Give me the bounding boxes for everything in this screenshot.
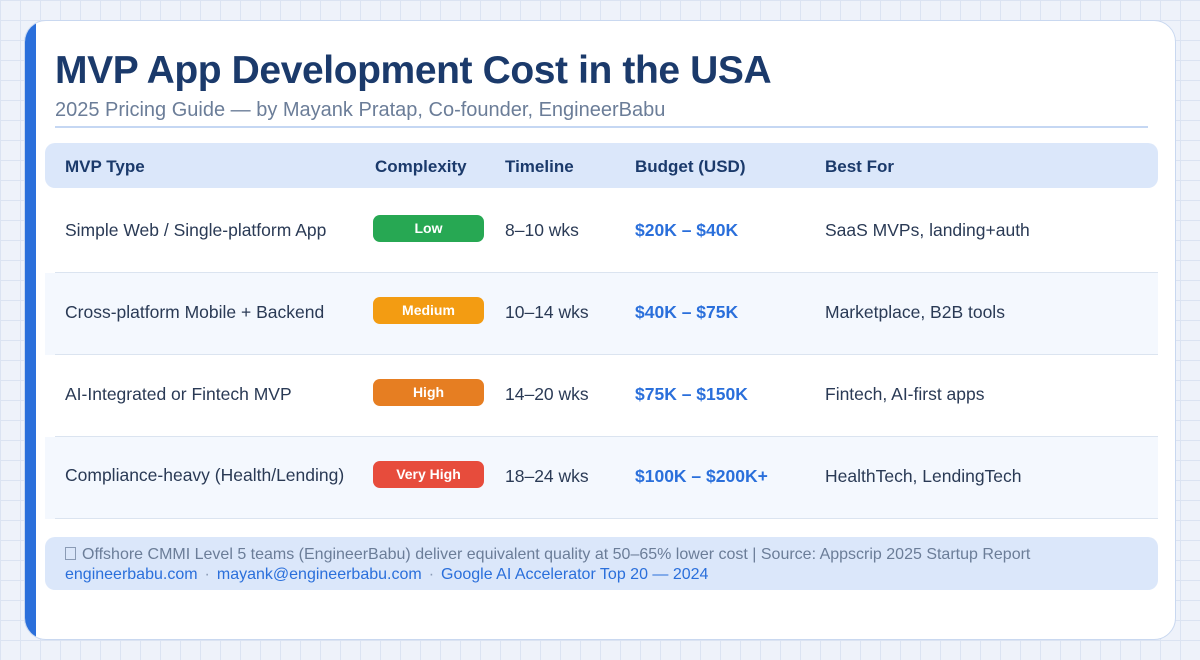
complexity-badge: Low	[373, 215, 484, 242]
website-link[interactable]: engineerbabu.com	[65, 566, 198, 583]
mvp-type-cell: Simple Web / Single-platform App	[65, 220, 327, 240]
link-separator: ·	[204, 566, 210, 583]
footer-note: Offshore CMMI Level 5 teams (EngineerBab…	[65, 546, 1030, 564]
email-link[interactable]: mayank@engineerbabu.com	[216, 566, 422, 583]
timeline-cell: 10–14 wks	[505, 302, 589, 322]
row-divider	[55, 354, 1158, 355]
best-for-cell: Marketplace, B2B tools	[825, 302, 1005, 322]
row-divider	[55, 272, 1158, 273]
table-row: Compliance-heavy (Health/Lending) Very H…	[45, 437, 1158, 519]
table-header: MVP Type Complexity Timeline Budget (USD…	[45, 143, 1158, 188]
accent-bar	[25, 21, 36, 639]
column-header-mvp-type: MVP Type	[65, 157, 145, 176]
footer-note-box: Offshore CMMI Level 5 teams (EngineerBab…	[45, 537, 1158, 590]
column-header-timeline: Timeline	[505, 157, 574, 176]
column-header-budget: Budget (USD)	[635, 157, 746, 176]
accelerator-credential: Google AI Accelerator Top 20 — 2024	[441, 566, 709, 583]
best-for-cell: HealthTech, LendingTech	[825, 466, 1022, 486]
table-row: Simple Web / Single-platform App Low 8–1…	[45, 191, 1158, 273]
budget-cell: $40K – $75K	[635, 302, 739, 322]
mvp-type-cell: Cross-platform Mobile + Backend	[65, 302, 325, 322]
link-separator: ·	[428, 566, 435, 583]
column-header-best-for: Best For	[825, 157, 894, 176]
best-for-cell: SaaS MVPs, landing+auth	[825, 220, 1030, 240]
footer-links: engineerbabu.com · mayank@engineerbabu.com…	[65, 566, 708, 584]
timeline-cell: 8–10 wks	[505, 220, 579, 240]
budget-cell: $20K – $40K	[635, 220, 739, 240]
best-for-cell: Fintech, AI-first apps	[825, 384, 985, 404]
row-divider	[55, 436, 1158, 437]
page-title: MVP App Development Cost in the USA	[55, 49, 772, 92]
info-icon	[65, 547, 76, 560]
pricing-card: MVP App Development Cost in the USA 2025…	[24, 20, 1176, 640]
mvp-type-cell: Compliance-heavy (Health/Lending)	[65, 465, 345, 485]
timeline-cell: 18–24 wks	[505, 466, 589, 486]
footer-note-text: Offshore CMMI Level 5 teams (EngineerBab…	[82, 546, 1031, 563]
timeline-cell: 14–20 wks	[505, 384, 589, 404]
complexity-badge: Very High	[373, 461, 484, 488]
budget-cell: $100K – $200K+	[635, 466, 768, 486]
table-row: AI-Integrated or Fintech MVP High 14–20 …	[45, 355, 1158, 437]
page-subtitle: 2025 Pricing Guide — by Mayank Pratap, C…	[55, 99, 666, 121]
budget-cell: $75K – $150K	[635, 384, 748, 404]
complexity-badge: High	[373, 379, 484, 406]
complexity-badge: Medium	[373, 297, 484, 324]
row-divider	[55, 518, 1158, 519]
table-row: Cross-platform Mobile + Backend Medium 1…	[45, 273, 1158, 355]
title-divider	[55, 126, 1148, 128]
mvp-type-cell: AI-Integrated or Fintech MVP	[65, 384, 292, 404]
column-header-complexity: Complexity	[375, 157, 467, 176]
